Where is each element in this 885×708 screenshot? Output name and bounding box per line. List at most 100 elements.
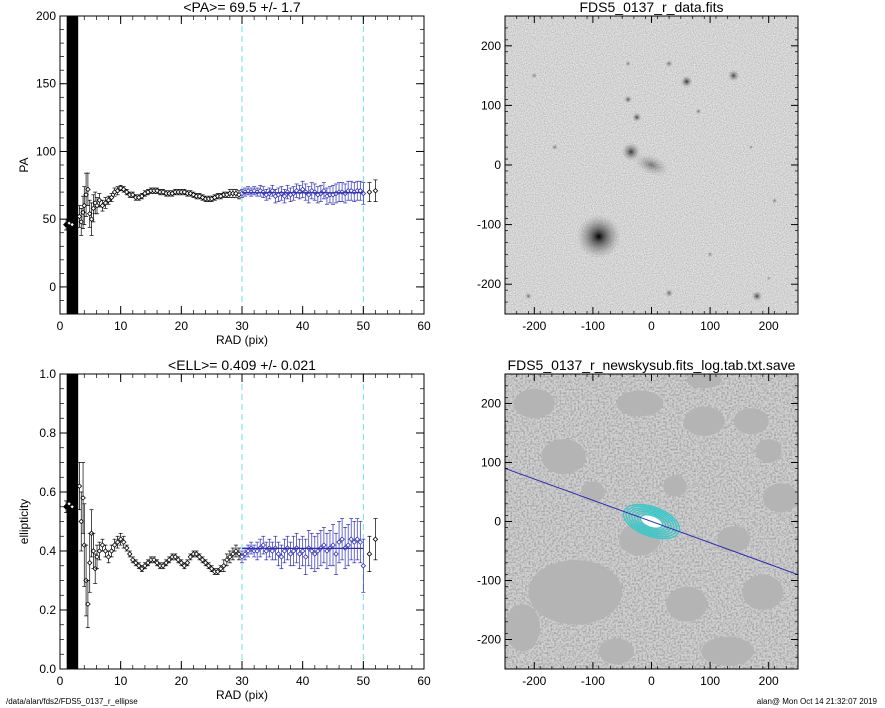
data-point — [66, 501, 72, 507]
y-tick-label: 200 — [481, 39, 501, 53]
y-tick-label: -100 — [477, 218, 501, 232]
x-tick-label: 100 — [700, 674, 720, 688]
data-point — [76, 213, 83, 220]
data-point — [351, 539, 357, 545]
y-tick-label: 100 — [36, 144, 56, 158]
data-point — [117, 536, 124, 542]
data-point — [208, 565, 215, 572]
footer-left-path: /data/alan/fds2/FDS5_0137_r_ellipse — [6, 697, 138, 706]
data-point — [187, 554, 194, 560]
data-point — [86, 210, 93, 217]
data-point — [193, 551, 200, 557]
data-point — [139, 565, 145, 572]
data-point — [302, 554, 309, 560]
star-source — [524, 292, 532, 300]
star-source — [771, 197, 778, 204]
center-point — [63, 221, 70, 228]
mask-region — [742, 574, 784, 610]
data-point — [269, 548, 276, 554]
data-point — [69, 221, 75, 228]
data-point — [76, 483, 83, 489]
data-image: -200 -100 0 100 200 -200 -100 0 100 200 FDS5_0137_… — [477, 0, 799, 333]
data-point — [196, 554, 203, 560]
data-point — [78, 518, 84, 525]
data-point — [94, 554, 100, 560]
mask-region — [666, 586, 708, 622]
x-tick-label: 0 — [648, 674, 655, 688]
star-source — [576, 214, 622, 259]
x-tick-label: -100 — [581, 674, 605, 688]
data-point — [99, 202, 106, 209]
data-point — [360, 562, 367, 569]
star-source — [623, 95, 633, 104]
x-tick-label: 0 — [57, 674, 64, 688]
y-tick-label: 200 — [481, 397, 501, 411]
x-tick-label: 30 — [235, 674, 249, 688]
data-point — [178, 560, 185, 566]
image-title: FDS5_0137_r_data.fits — [580, 0, 724, 15]
pa-plot: 0 10 20 30 40 50 60 0 50 100 150 200 <PA>= 69.5 +/- … — [17, 0, 431, 347]
data-point — [154, 560, 160, 566]
data-point — [120, 539, 127, 545]
data-point — [133, 560, 139, 566]
data-point — [218, 565, 224, 572]
data-point — [312, 189, 318, 195]
data-point — [130, 557, 136, 563]
inner-region-band — [66, 374, 79, 669]
data-point — [357, 539, 364, 545]
data-point — [184, 560, 191, 566]
data-point — [114, 539, 121, 545]
data-point — [233, 548, 239, 554]
data-point — [312, 551, 318, 557]
mask-region — [717, 526, 750, 553]
star-source — [664, 289, 674, 298]
y-tick-label: 0.2 — [39, 603, 56, 617]
y-tick-label: -200 — [477, 633, 501, 647]
y-axis-label: PA — [17, 157, 31, 172]
position-angle-line — [505, 467, 798, 576]
mask-region — [505, 604, 541, 652]
data-point — [142, 562, 148, 569]
mask-region — [701, 636, 755, 666]
data-point — [299, 186, 306, 193]
data-point — [130, 192, 136, 198]
data-point — [324, 548, 330, 554]
x-tick-label: 60 — [417, 319, 431, 333]
x-axis-label: RAD (pix) — [216, 333, 268, 347]
x-tick-label: 40 — [296, 319, 310, 333]
data-point — [227, 554, 233, 560]
data-point — [90, 205, 97, 212]
data-point — [321, 542, 327, 548]
data-point — [366, 551, 373, 557]
star-source — [551, 144, 558, 151]
data-point — [85, 601, 91, 607]
x-tick-label: -200 — [522, 674, 546, 688]
data-point — [69, 503, 75, 510]
skysub-image: -200 -100 0 100 200 -200 -100 0 100 200 FDS5_0137_… — [477, 357, 799, 688]
x-tick-label: 20 — [175, 674, 189, 688]
data-point — [85, 186, 91, 193]
mask-region — [541, 439, 586, 475]
data-point — [214, 568, 221, 575]
data-point — [139, 193, 145, 199]
mask-region — [733, 408, 769, 435]
y-tick-label: 0.6 — [39, 485, 56, 499]
star-source — [531, 72, 538, 79]
data-point — [284, 189, 291, 195]
data-point — [315, 548, 321, 554]
data-point — [354, 536, 361, 542]
y-tick-label: -100 — [477, 574, 501, 588]
y-tick-label: 200 — [36, 9, 56, 23]
mask-region — [581, 481, 605, 503]
x-tick-label: 0 — [648, 319, 655, 333]
data-point — [333, 551, 339, 557]
y-tick-label: 0.8 — [39, 426, 56, 440]
mask-region — [528, 560, 623, 625]
x-tick-label: 100 — [700, 319, 720, 333]
data-point — [281, 193, 288, 199]
y-tick-label: 0 — [494, 515, 501, 529]
data-point — [114, 187, 121, 194]
star-source — [751, 290, 763, 302]
data-point — [348, 536, 354, 542]
star-source — [632, 112, 642, 123]
